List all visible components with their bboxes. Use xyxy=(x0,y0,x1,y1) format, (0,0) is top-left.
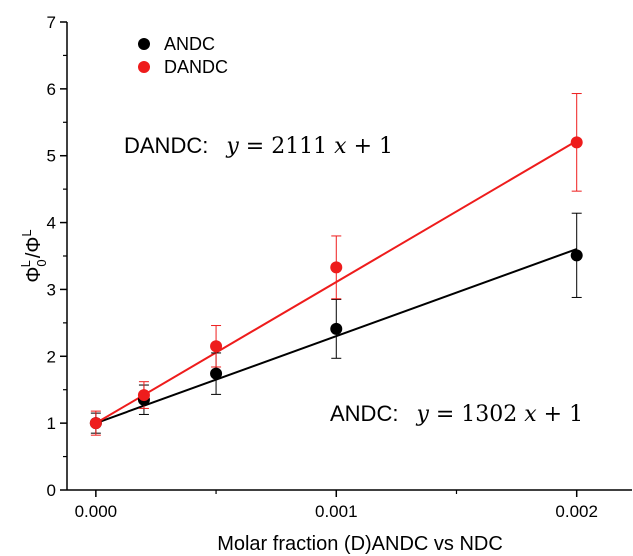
dandc-data-point xyxy=(210,340,223,353)
legend: ANDC DANDC xyxy=(138,34,228,77)
legend-item-dandc: DANDC xyxy=(138,57,228,77)
dandc-data-point xyxy=(89,417,102,430)
y-axis-title-sup2: L xyxy=(19,229,34,236)
legend-label-andc: ANDC xyxy=(164,34,215,54)
y-axis-title-sup: L xyxy=(18,260,33,267)
data-points xyxy=(89,136,583,430)
y-axis-title-sub: 0 xyxy=(34,259,49,266)
andc-equation: ANDC: 𝑦 = 1302 𝑥 + 1 xyxy=(330,401,583,427)
x-axis-title: Molar fraction (D)ANDC vs NDC xyxy=(217,533,503,555)
y-tick-label: 6 xyxy=(47,80,56,99)
andc-data-point xyxy=(330,322,343,335)
andc-data-point xyxy=(570,249,583,262)
x-tick-label: 0.001 xyxy=(315,502,358,521)
y-axis-title: Φ0L/ΦL xyxy=(18,229,49,282)
y-tick-label: 4 xyxy=(47,214,56,233)
y-tick-label: 7 xyxy=(47,13,56,32)
x-tick-label: 0.000 xyxy=(75,502,118,521)
dandc-data-point xyxy=(570,136,583,149)
x-tick-label: 0.002 xyxy=(555,502,598,521)
dandc-equation: DANDC: 𝑦 = 2111 𝑥 + 1 xyxy=(124,133,393,159)
y-tick-label: 5 xyxy=(47,147,56,166)
y-axis-title-main: Φ xyxy=(23,267,45,283)
ticks: 0 1 2 3 4 5 6 7 0.000 0.001 0.002 xyxy=(47,13,598,521)
legend-marker-dandc xyxy=(138,61,150,73)
dandc-data-point xyxy=(137,389,150,402)
y-axis-title-slash: /Φ xyxy=(23,237,45,259)
y-tick-label: 2 xyxy=(47,347,56,366)
legend-item-andc: ANDC xyxy=(138,34,215,54)
y-tick-label: 3 xyxy=(47,280,56,299)
y-tick-label: 1 xyxy=(47,414,56,433)
y-tick-label: 0 xyxy=(47,481,56,500)
dandc-data-point xyxy=(330,261,343,274)
legend-marker-andc xyxy=(138,38,150,50)
andc-data-point xyxy=(210,367,223,380)
legend-label-dandc: DANDC xyxy=(164,57,228,77)
